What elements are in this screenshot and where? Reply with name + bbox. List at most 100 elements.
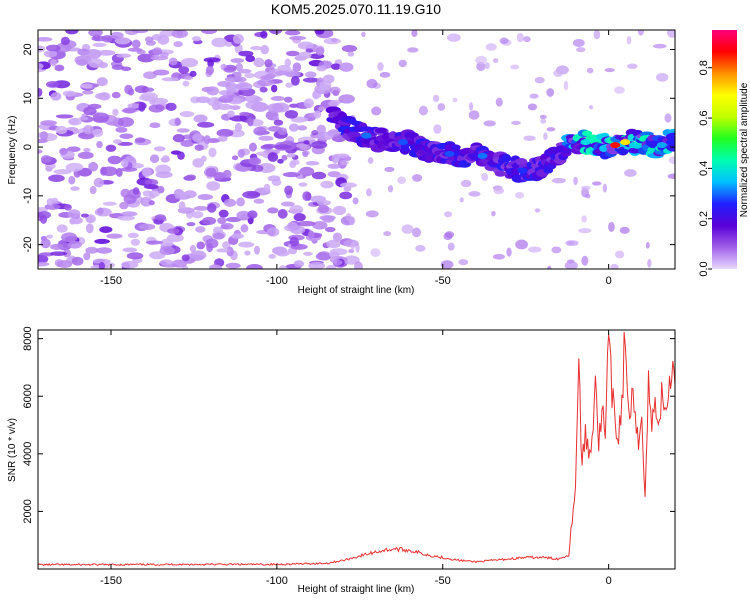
- spectrogram-noise-cell: [62, 90, 77, 97]
- spectrogram-noise-cell: [242, 190, 261, 199]
- spectrogram-noise-cell: [411, 30, 418, 38]
- spectrogram-noise-cell: [38, 45, 46, 53]
- x-tick-label: -100: [266, 275, 288, 287]
- spectrogram-noise-cell: [148, 200, 155, 206]
- spectrogram-noise-cell: [223, 66, 236, 73]
- spectrogram-noise-cell: [284, 110, 299, 119]
- spectrogram-noise-cell: [664, 113, 672, 123]
- spectrogram-peak-cell: [620, 139, 631, 146]
- spectrogram-noise-cell: [284, 30, 301, 36]
- snr-x-ticks: -150 -100 -50 0: [100, 330, 612, 587]
- spectrogram-noise-cell: [232, 33, 244, 44]
- spectrogram-noise-cell: [176, 128, 190, 133]
- spectrogram-noise-cell: [327, 163, 341, 169]
- spectrogram-noise-cell: [195, 226, 206, 233]
- spectrogram-noise-cell: [614, 250, 625, 259]
- spectrogram-noise-cell: [148, 193, 156, 199]
- spectrogram-noise-cell: [460, 179, 472, 188]
- spectrogram-noise-cell: [127, 88, 135, 96]
- spectrogram-noise-cell: [221, 241, 231, 249]
- spectrogram-noise-cell: [68, 117, 82, 126]
- spectrogram-noise-cell: [551, 177, 566, 184]
- spectrogram-noise-cell: [387, 185, 394, 193]
- spectrogram-noise-cell: [303, 251, 313, 256]
- spectrogram-noise-cell: [248, 142, 257, 152]
- spectrogram-noise-cell: [293, 260, 305, 268]
- spectrogram-noise-cell: [330, 63, 341, 70]
- spectrogram-noise-cell: [492, 253, 505, 260]
- spectrogram-noise-cell: [144, 36, 154, 43]
- spectrogram-noise-cell: [499, 37, 509, 44]
- spectrogram-noise-cell: [319, 215, 336, 221]
- spectrogram-noise-cell: [192, 133, 203, 143]
- spectrogram-noise-cell: [231, 155, 239, 161]
- spectrogram-noise-cell: [326, 239, 341, 249]
- spectrogram-noise-cell: [56, 224, 68, 233]
- spectrogram-noise-cell: [316, 65, 327, 72]
- spectrogram-noise-cell: [127, 47, 143, 52]
- x-tick-label: -100: [266, 575, 288, 587]
- spectrogram-noise-cell: [80, 213, 89, 218]
- spectrogram-noise-cell: [197, 193, 214, 201]
- spectrogram-noise-cell: [236, 210, 251, 221]
- spectrogram-signal-cell: [375, 127, 388, 134]
- spectrogram-noise-cell: [98, 61, 108, 69]
- spectrogram-noise-cell: [183, 76, 194, 81]
- spectrogram-y-axis-label: Frequency (Hz): [7, 116, 18, 185]
- x-tick-label: 0: [606, 275, 612, 287]
- spectrogram-noise-cell: [264, 59, 273, 68]
- spectrogram-noise-cell: [257, 78, 274, 87]
- spectrogram-noise-cell: [567, 240, 579, 246]
- spectrogram-noise-cell: [131, 39, 141, 49]
- spectrogram-noise-cell: [286, 50, 300, 57]
- spectrogram-noise-cell: [527, 103, 538, 111]
- spectrogram-noise-cell: [274, 70, 290, 76]
- spectrogram-noise-cell: [38, 37, 53, 42]
- spectrogram-noise-cell: [218, 95, 233, 104]
- spectrogram-noise-cell: [268, 254, 277, 259]
- spectrogram-noise-cell: [189, 244, 197, 253]
- spectrogram-noise-cell: [145, 240, 164, 245]
- spectrogram-noise-cell: [278, 265, 287, 269]
- spectrogram-noise-cell: [217, 217, 227, 225]
- spectrogram-noise-cell: [539, 114, 547, 120]
- spectrogram-noise-cell: [345, 213, 352, 222]
- spectrogram-noise-cell: [112, 108, 119, 117]
- snr-y-axis-label: SNR (10 * v/v): [7, 418, 18, 482]
- spectrogram-noise-cell: [191, 36, 202, 42]
- spectrogram-noise-cell: [343, 255, 360, 265]
- spectrogram-noise-cell: [384, 166, 395, 173]
- spectrogram-noise-cell: [195, 96, 211, 104]
- spectrogram-noise-cell: [297, 41, 314, 50]
- spectrogram-noise-cell: [239, 111, 251, 117]
- spectrogram-noise-cell: [86, 215, 94, 223]
- spectrogram-signal-cell: [666, 143, 675, 152]
- spectrogram-noise-cell: [305, 71, 317, 78]
- spectrogram-noise-cell: [193, 114, 208, 123]
- spectrogram-noise-cell: [225, 262, 241, 269]
- snr-y-ticks: 2000 4000 6000 8000: [22, 326, 675, 524]
- spectrogram-noise-cell: [179, 111, 195, 118]
- spectrogram-noise-cell: [287, 221, 298, 231]
- spectrogram-noise-cell: [492, 58, 499, 63]
- spectrogram-noise-cell: [111, 64, 125, 70]
- spectrogram-noise-cell: [71, 256, 84, 266]
- spectrogram-noise-cell: [206, 242, 214, 253]
- colorbar-scale: [712, 30, 737, 269]
- spectrogram-noise-cell: [40, 238, 51, 249]
- spectrogram-noise-cell: [253, 126, 267, 136]
- spectrogram-noise-cell: [248, 157, 262, 166]
- spectrogram-noise-cell: [267, 103, 284, 113]
- spectrogram-noise-cell: [267, 175, 281, 182]
- spectrogram-noise-cell: [312, 221, 328, 230]
- spectrogram-noise-cell: [205, 167, 217, 177]
- colorbar-tick-label: 0.2: [698, 211, 710, 226]
- spectrogram-noise-cell: [573, 176, 578, 186]
- spectrogram-noise-cell: [468, 110, 480, 120]
- spectrogram-noise-cell: [652, 43, 667, 49]
- spectrogram-noise-cell: [111, 91, 121, 99]
- spectrogram-noise-cell: [88, 161, 99, 172]
- spectrogram-noise-cell: [138, 95, 155, 101]
- x-tick-label: 0: [606, 575, 612, 587]
- spectrogram-noise-cell: [355, 243, 360, 253]
